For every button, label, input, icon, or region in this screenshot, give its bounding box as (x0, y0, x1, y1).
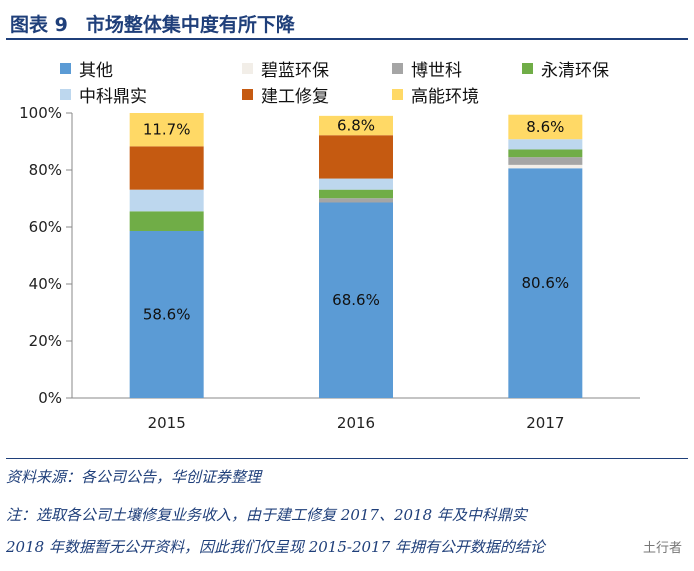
bar-segment (508, 164, 583, 169)
y-tick-label: 60% (29, 218, 62, 236)
bar-segment (129, 146, 204, 190)
stacked-bar-chart: 0% 20% 40% 60% 80% 100% 58.6% 11.7% 2015 68.6% 6.8… (19, 104, 640, 432)
x-tick-label: 2015 (148, 414, 186, 432)
data-label: 11.7% (143, 121, 191, 139)
legend-swatch (392, 63, 403, 74)
data-label: 6.8% (337, 117, 375, 135)
y-tick-label: 100% (19, 104, 62, 122)
y-tick-label: 0% (38, 389, 62, 407)
legend-item: 碧蓝环保 (242, 56, 329, 81)
bar-segment (129, 211, 204, 231)
footnote-line-2: 2018 年数据暂无公开资料，因此我们仅呈现 2015-2017 年拥有公开数据… (6, 538, 545, 556)
x-tick-label: 2017 (526, 414, 564, 432)
legend-item: 博世科 (392, 56, 462, 81)
bar-segment (319, 189, 393, 199)
legend-swatch (242, 63, 253, 74)
data-label: 80.6% (522, 274, 570, 292)
legend-label: 永清环保 (541, 61, 609, 81)
legend-swatch (392, 89, 403, 100)
legend-swatch (60, 89, 71, 100)
legend-label: 中科鼎实 (79, 87, 147, 107)
bar-segment (319, 178, 393, 190)
bar-segment (129, 113, 204, 147)
bar-segment (508, 157, 583, 165)
y-tick-label: 80% (29, 161, 62, 179)
bar-segment (319, 135, 393, 179)
data-label: 58.6% (143, 305, 191, 323)
legend-label: 博世科 (411, 61, 462, 81)
bar-segment (319, 202, 393, 398)
legend: 其他 碧蓝环保 博世科 永清环保中科鼎实 建工修复 高能环境 (60, 56, 680, 112)
bar-segment (508, 149, 583, 158)
chart-title: 市场整体集中度有所下降 (85, 14, 295, 36)
bar-segment (319, 115, 393, 136)
legend-label: 其他 (79, 61, 113, 81)
footer-divider (6, 458, 688, 459)
watermark: 土行者 (638, 536, 686, 557)
bar-segment (129, 230, 204, 398)
legend-swatch (60, 63, 71, 74)
y-tick-label: 20% (29, 332, 62, 350)
legend-swatch (242, 89, 253, 100)
bar-segment (319, 198, 393, 203)
legend-item: 高能环境 (392, 82, 479, 107)
source-note: 资料来源：各公司公告，华创证券整理 (6, 468, 262, 486)
data-label: 8.6% (526, 118, 564, 136)
legend-item: 其他 (60, 56, 113, 81)
figure-title: 图表 9 市场整体集中度有所下降 (10, 10, 295, 37)
bar-segment (508, 139, 583, 150)
figure-label: 图表 9 (10, 14, 68, 36)
bar-segment (129, 189, 204, 212)
legend-item: 建工修复 (242, 82, 329, 107)
y-tick-label: 40% (29, 275, 62, 293)
legend-swatch (522, 63, 533, 74)
legend-item: 永清环保 (522, 56, 609, 81)
legend-item: 中科鼎实 (60, 82, 147, 107)
legend-label: 高能环境 (411, 87, 479, 107)
x-tick-label: 2016 (337, 414, 375, 432)
title-bar: 图表 9 市场整体集中度有所下降 (6, 4, 688, 40)
bar-segment (508, 114, 583, 140)
legend-label: 碧蓝环保 (261, 61, 329, 81)
footnote-line-1: 注：选取各公司土壤修复业务收入，由于建工修复 2017、2018 年及中科鼎实 (6, 506, 527, 524)
bar-segment (508, 168, 583, 398)
legend-label: 建工修复 (261, 87, 329, 107)
data-label: 68.6% (332, 291, 380, 309)
